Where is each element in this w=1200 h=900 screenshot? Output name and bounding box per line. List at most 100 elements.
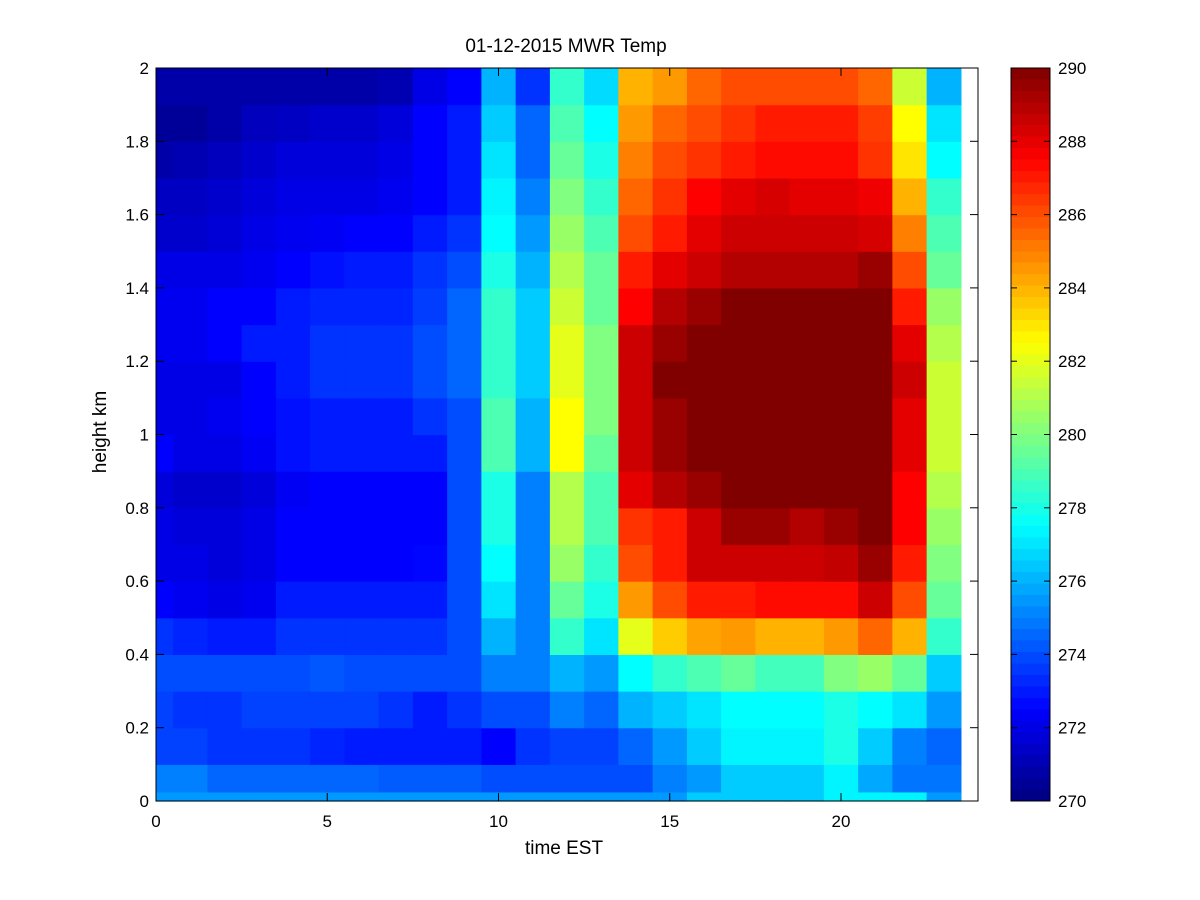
heatmap-cell — [892, 507, 928, 546]
heatmap-cell — [892, 791, 928, 802]
heatmap-cell — [549, 434, 585, 472]
heatmap-cell — [173, 214, 208, 252]
heatmap-cell — [892, 727, 928, 765]
heatmap-cell — [275, 177, 311, 216]
heatmap-cell — [755, 791, 791, 802]
heatmap-cell — [789, 471, 825, 509]
heatmap-cell — [858, 361, 893, 399]
heatmap-cell — [173, 544, 208, 582]
heatmap-cell — [686, 68, 722, 106]
heatmap-cell — [412, 177, 448, 216]
heatmap-cell — [275, 324, 311, 362]
heatmap-cell — [823, 471, 859, 509]
heatmap-cell — [686, 791, 722, 802]
heatmap-cell — [207, 471, 243, 509]
heatmap-cell — [241, 214, 277, 252]
heatmap-cell — [241, 581, 277, 619]
heatmap-cell — [515, 654, 551, 692]
heatmap-cell — [344, 791, 380, 802]
colorbar-tick-label: 288 — [1058, 132, 1086, 151]
chart-title: 01-12-2015 MWR Temp — [465, 36, 666, 57]
heatmap-cell — [310, 727, 345, 765]
heatmap-cell — [173, 287, 208, 326]
heatmap-cell — [378, 764, 414, 793]
heatmap-cell — [721, 691, 756, 729]
heatmap-cell — [823, 361, 859, 399]
heatmap-cell — [481, 617, 517, 655]
heatmap-cell — [755, 287, 791, 326]
heatmap-cell — [584, 214, 619, 252]
heatmap-cell — [618, 361, 654, 399]
heatmap-cell — [515, 287, 551, 326]
heatmap-cell — [173, 691, 208, 729]
heatmap-cell — [584, 104, 619, 142]
heatmap-cell — [618, 727, 654, 765]
heatmap-cell — [481, 764, 517, 793]
heatmap-cell — [584, 691, 619, 729]
heatmap-cell — [926, 141, 962, 179]
heatmap-cell — [156, 764, 174, 793]
heatmap-cell — [755, 104, 791, 142]
heatmap-cell — [515, 727, 551, 765]
heatmap-cell — [378, 617, 414, 655]
heatmap-cell — [275, 361, 311, 399]
heatmap-cell — [721, 251, 756, 289]
heatmap-cell — [926, 764, 962, 793]
heatmap-cell — [447, 791, 482, 802]
heatmap-cell — [156, 727, 174, 765]
heatmap-cell — [344, 104, 380, 142]
heatmap-cell — [618, 434, 654, 472]
heatmap-cell — [447, 617, 482, 655]
heatmap-cell — [549, 791, 585, 802]
heatmap-cell — [310, 764, 345, 793]
heatmap-cell — [823, 324, 859, 362]
heatmap-cell — [515, 791, 551, 802]
heatmap-cell — [275, 764, 311, 793]
heatmap-cell — [344, 654, 380, 692]
heatmap-cell — [823, 434, 859, 472]
heatmap-cell — [926, 434, 962, 472]
heatmap-cell — [241, 507, 277, 546]
heatmap-cell — [858, 617, 893, 655]
heatmap-cell — [412, 581, 448, 619]
heatmap-cell — [789, 68, 825, 106]
heatmap-cell — [515, 397, 551, 436]
heatmap-cell — [481, 434, 517, 472]
heatmap-cell — [515, 251, 551, 289]
heatmap-cell — [549, 691, 585, 729]
heatmap-cell — [156, 581, 174, 619]
heatmap-cell — [618, 507, 654, 546]
heatmap-cell — [721, 287, 756, 326]
colorbar-tick-label: 270 — [1058, 792, 1086, 811]
heatmap-cell — [755, 214, 791, 252]
heatmap-cell — [652, 397, 688, 436]
heatmap-cell — [207, 691, 243, 729]
heatmap-cell — [275, 287, 311, 326]
heatmap-cell — [207, 287, 243, 326]
heatmap-cell — [515, 434, 551, 472]
colorbar-tick-label: 272 — [1058, 719, 1086, 738]
heatmap-cell — [926, 214, 962, 252]
y-tick-label: 1 — [140, 426, 149, 445]
heatmap-cell — [310, 691, 345, 729]
heatmap-cell — [686, 324, 722, 362]
heatmap-cell — [156, 177, 174, 216]
heatmap-cell — [447, 214, 482, 252]
heatmap-cell — [515, 141, 551, 179]
heatmap-cell — [173, 507, 208, 546]
heatmap-cell — [618, 397, 654, 436]
heatmap-cell — [858, 581, 893, 619]
heatmap-cell — [584, 287, 619, 326]
heatmap-cell — [310, 361, 345, 399]
heatmap-cell — [686, 397, 722, 436]
heatmap-cell — [652, 507, 688, 546]
heatmap-cell — [412, 791, 448, 802]
heatmap-cell — [275, 581, 311, 619]
heatmap-cell — [858, 287, 893, 326]
heatmap-cell — [207, 791, 243, 802]
heatmap-cell — [686, 507, 722, 546]
heatmap-cell — [378, 214, 414, 252]
heatmap-cell — [481, 287, 517, 326]
heatmap-cell — [584, 544, 619, 582]
heatmap-cell — [515, 177, 551, 216]
